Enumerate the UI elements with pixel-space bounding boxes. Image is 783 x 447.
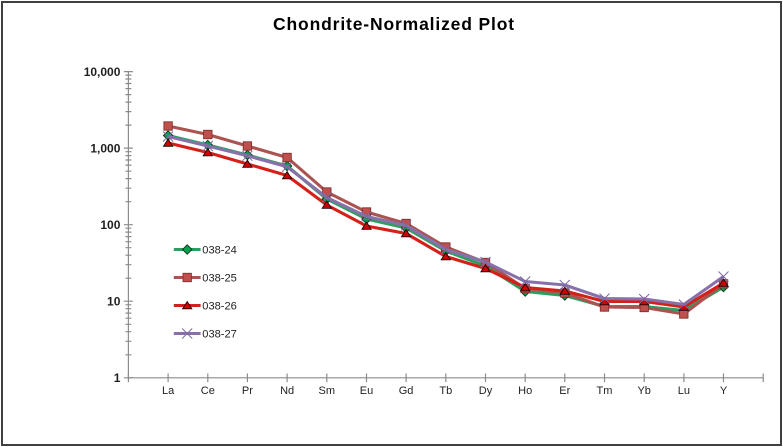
- svg-text:Tm: Tm: [597, 385, 613, 397]
- svg-text:1,000: 1,000: [90, 141, 120, 155]
- svg-text:Dy: Dy: [479, 385, 493, 397]
- svg-text:Sm: Sm: [319, 385, 336, 397]
- svg-text:038-27: 038-27: [202, 328, 237, 340]
- svg-text:100: 100: [100, 218, 120, 232]
- svg-text:La: La: [162, 385, 175, 397]
- svg-text:Gd: Gd: [399, 385, 414, 397]
- svg-text:10,000: 10,000: [84, 65, 121, 79]
- svg-text:Ho: Ho: [518, 385, 532, 397]
- svg-text:Eu: Eu: [360, 385, 373, 397]
- svg-text:038-24: 038-24: [202, 244, 237, 256]
- svg-text:Y: Y: [720, 385, 728, 397]
- svg-text:Ce: Ce: [201, 385, 215, 397]
- svg-text:Pr: Pr: [242, 385, 253, 397]
- svg-text:038-26: 038-26: [202, 300, 237, 312]
- svg-text:Tb: Tb: [439, 385, 452, 397]
- svg-text:Nd: Nd: [280, 385, 294, 397]
- svg-text:038-25: 038-25: [202, 272, 237, 284]
- svg-text:10: 10: [107, 294, 121, 308]
- svg-text:Yb: Yb: [637, 385, 650, 397]
- svg-text:1: 1: [114, 371, 121, 385]
- svg-text:Er: Er: [559, 385, 570, 397]
- svg-text:Chondrite-Normalized Plot: Chondrite-Normalized Plot: [273, 14, 515, 34]
- svg-text:Lu: Lu: [678, 385, 690, 397]
